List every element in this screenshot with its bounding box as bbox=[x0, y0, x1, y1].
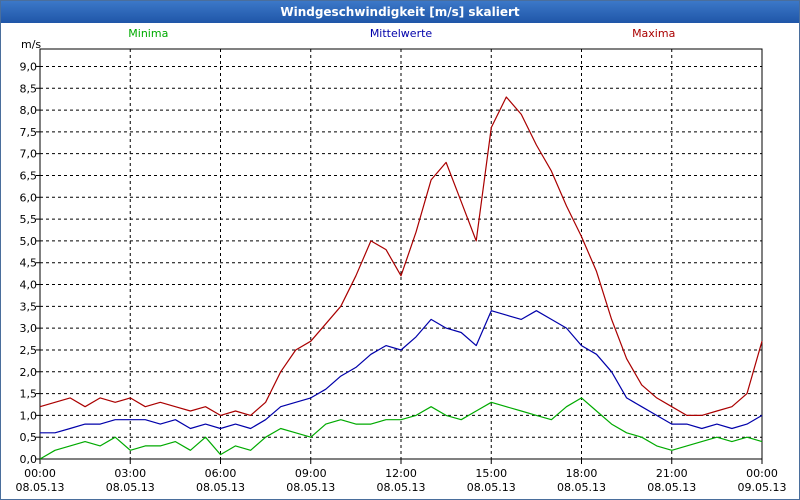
wind-speed-chart: 0,0 0,5 1,0 1,5 2,0 2,5 3,0 3,5 4,0 4,5 5,0 5,5 6,0 6… bbox=[1, 23, 799, 499]
x-tick-date-label: 09.05.13 bbox=[738, 481, 787, 494]
y-tick-label: 2,0 bbox=[20, 366, 38, 379]
y-tick-label: 7,0 bbox=[20, 148, 38, 161]
legend-item-mittelwerte: Mittelwerte bbox=[370, 27, 433, 40]
y-tick-label: 5,0 bbox=[20, 235, 38, 248]
x-tick-date-label: 08.05.13 bbox=[557, 481, 606, 494]
x-tick-date-label: 08.05.13 bbox=[286, 481, 335, 494]
series-line-maxima bbox=[39, 96, 763, 416]
y-tick-label: 0,5 bbox=[20, 431, 38, 444]
y-tick-label: 0,0 bbox=[20, 453, 38, 466]
series-line-minima bbox=[39, 397, 763, 460]
x-tick-date-label: 08.05.13 bbox=[16, 481, 65, 494]
series-lines bbox=[39, 96, 763, 460]
x-tick-date-label: 08.05.13 bbox=[467, 481, 516, 494]
y-tick-label: 8,5 bbox=[20, 82, 38, 95]
legend: Minima Mittelwerte Maxima bbox=[128, 27, 675, 40]
y-tick-label: 8,0 bbox=[20, 104, 38, 117]
x-tick-time-label: 00:00 bbox=[24, 467, 56, 480]
x-tick-time-label: 06:00 bbox=[205, 467, 237, 480]
x-tick-date-label: 08.05.13 bbox=[647, 481, 696, 494]
y-tick-label: 4,5 bbox=[20, 257, 38, 270]
y-tick-label: 9,0 bbox=[20, 60, 38, 73]
x-tick-time-label: 18:00 bbox=[566, 467, 598, 480]
y-tick-label: 3,0 bbox=[20, 322, 38, 335]
x-tick-date-label: 08.05.13 bbox=[196, 481, 245, 494]
y-axis: 0,0 0,5 1,0 1,5 2,0 2,5 3,0 3,5 4,0 4,5 5,0 5,5 6,0 6… bbox=[20, 60, 40, 466]
y-tick-label: 4,0 bbox=[20, 279, 38, 292]
y-tick-label: 3,5 bbox=[20, 300, 38, 313]
y-tick-label: 5,5 bbox=[20, 213, 38, 226]
x-tick-time-label: 03:00 bbox=[114, 467, 146, 480]
grid-lines bbox=[40, 49, 762, 460]
y-axis-unit-label: m/s bbox=[21, 38, 41, 51]
x-tick-time-label: 12:00 bbox=[385, 467, 417, 480]
x-tick-time-label: 09:00 bbox=[295, 467, 327, 480]
window-title: Windgeschwindigkeit [m/s] skaliert bbox=[1, 1, 799, 23]
x-tick-time-label: 21:00 bbox=[656, 467, 688, 480]
x-axis: 00:0008.05.1303:0008.05.1306:0008.05.130… bbox=[16, 459, 787, 494]
series-line-mittelwerte bbox=[40, 310, 763, 434]
y-tick-label: 1,5 bbox=[20, 388, 38, 401]
legend-item-minima: Minima bbox=[128, 27, 168, 40]
x-tick-time-label: 00:00 bbox=[746, 467, 778, 480]
legend-item-maxima: Maxima bbox=[632, 27, 675, 40]
x-tick-date-label: 08.05.13 bbox=[377, 481, 426, 494]
y-tick-label: 7,5 bbox=[20, 126, 38, 139]
y-tick-label: 1,0 bbox=[20, 409, 38, 422]
x-tick-time-label: 15:00 bbox=[475, 467, 507, 480]
y-tick-label: 6,0 bbox=[20, 191, 38, 204]
y-tick-label: 6,5 bbox=[20, 169, 38, 182]
y-tick-label: 2,5 bbox=[20, 344, 38, 357]
x-tick-date-label: 08.05.13 bbox=[106, 481, 155, 494]
